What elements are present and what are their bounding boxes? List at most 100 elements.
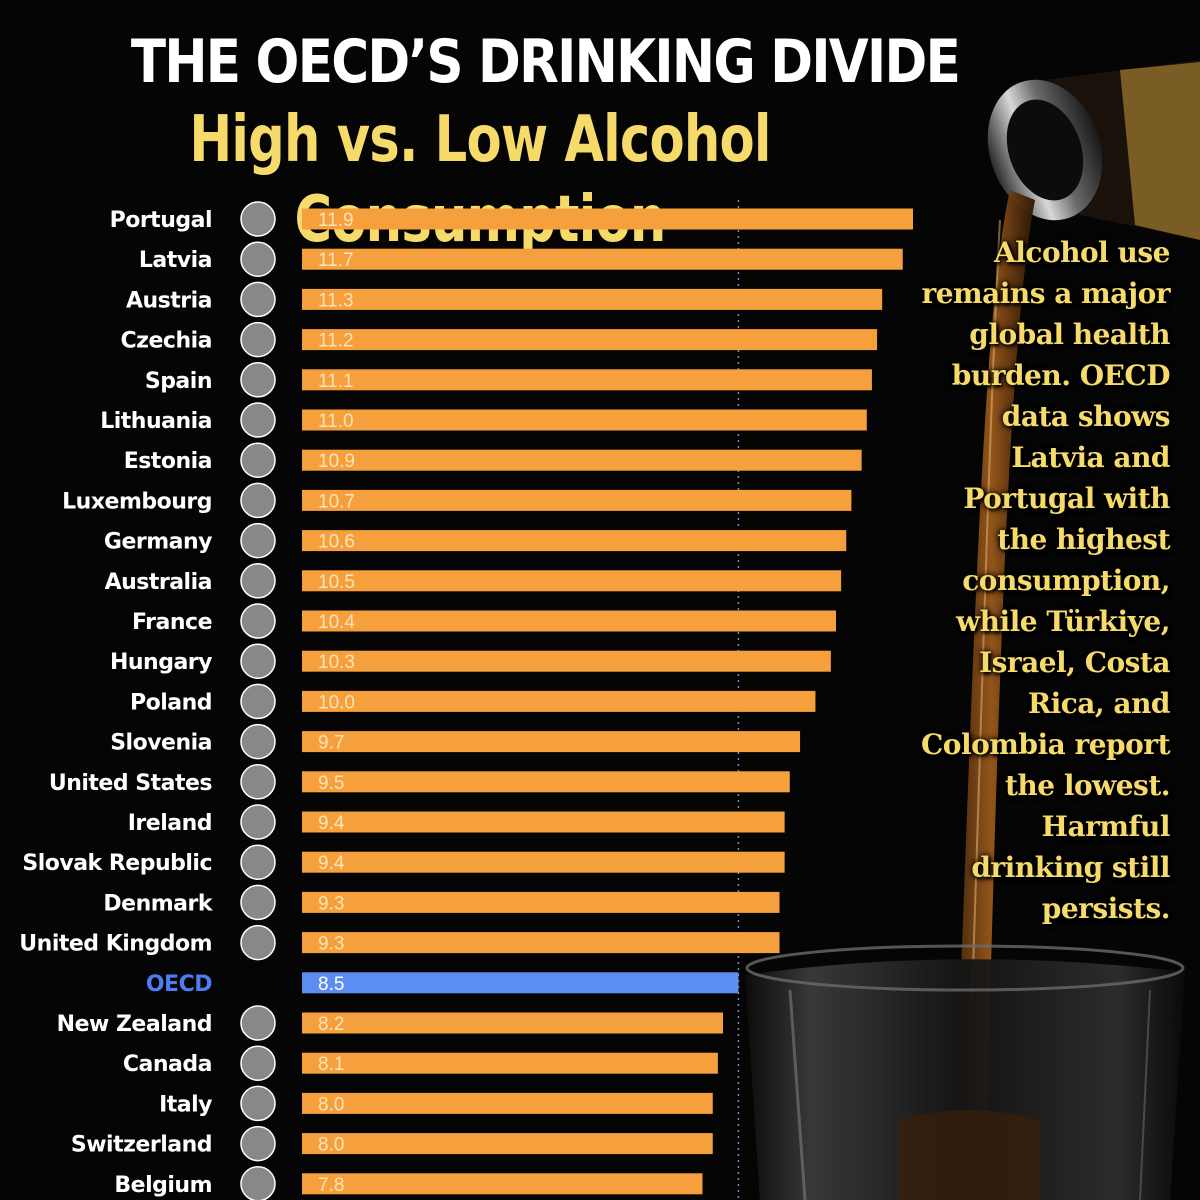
- bar-row-united-kingdom: United Kingdom 9.3: [19, 924, 780, 961]
- category-label: Lithuania: [100, 409, 212, 434]
- category-label: Italy: [159, 1092, 212, 1117]
- value-label: 11.9: [318, 210, 354, 231]
- category-label: Belgium: [114, 1173, 212, 1198]
- bar: [302, 530, 847, 552]
- italy-flag-icon: [240, 1085, 276, 1122]
- bar-row-portugal: Portugal 11.9: [110, 201, 913, 237]
- united-states-flag-icon: [240, 764, 276, 800]
- bar-row-czechia: Czechia 11.2: [121, 321, 878, 358]
- bar-row-italy: Italy 8.0: [159, 1085, 713, 1122]
- bar: [302, 1133, 713, 1155]
- spain-flag-icon: [240, 362, 276, 398]
- bar-row-canada: Canada 8.1: [123, 1045, 718, 1081]
- category-label: Canada: [123, 1052, 212, 1077]
- bar: [302, 610, 836, 632]
- value-label: 8.2: [318, 1014, 344, 1035]
- bar-row-france: France 10.4: [132, 603, 836, 639]
- category-label: Latvia: [139, 248, 212, 273]
- bar-row-switzerland: Switzerland 8.0: [71, 1125, 713, 1162]
- value-label: 10.5: [318, 572, 355, 593]
- latvia-flag-icon: [240, 241, 276, 277]
- value-label: 11.7: [318, 250, 354, 271]
- value-label: 11.0: [318, 411, 354, 432]
- value-label: 10.3: [318, 652, 355, 673]
- value-label: 9.7: [318, 733, 344, 754]
- value-label: 10.9: [318, 451, 355, 472]
- austria-flag-icon: [240, 281, 276, 318]
- category-label: Poland: [130, 690, 212, 715]
- bar-row-luxembourg: Luxembourg 10.7: [62, 482, 852, 519]
- value-label: 9.5: [318, 773, 344, 794]
- slovak-republic-flag-icon: [240, 844, 276, 880]
- value-label: 11.3: [318, 290, 354, 311]
- category-label: Hungary: [110, 650, 212, 675]
- bar-row-belgium: Belgium 7.8: [114, 1166, 703, 1200]
- category-label: New Zealand: [57, 1012, 212, 1037]
- germany-flag-icon: [240, 522, 276, 559]
- value-label: 10.0: [318, 692, 355, 713]
- value-label: 8.1: [318, 1054, 344, 1075]
- denmark-flag-icon: [240, 884, 276, 921]
- side-annotation: Alcohol use remains a major global healt…: [920, 236, 1171, 925]
- czechia-flag-icon: [240, 321, 276, 358]
- bar-row-australia: Australia 10.5: [105, 563, 842, 599]
- value-label: 9.3: [318, 934, 344, 955]
- bar: [302, 288, 883, 310]
- oecd-average-bar: [302, 972, 739, 994]
- category-label: Denmark: [103, 891, 213, 916]
- category-label: Australia: [105, 570, 212, 595]
- bar: [302, 771, 790, 793]
- lithuania-flag-icon: [240, 402, 276, 438]
- australia-flag-icon: [240, 563, 276, 599]
- canada-flag-icon: [240, 1045, 276, 1081]
- bar: [302, 731, 801, 753]
- bar-row-ireland: Ireland 9.4: [128, 804, 785, 840]
- category-label: Austria: [126, 288, 212, 313]
- united-kingdom-flag-icon: [240, 924, 276, 961]
- bar-row-estonia: Estonia 10.9: [124, 442, 862, 478]
- value-label: 8.5: [318, 974, 344, 995]
- value-label: 9.4: [318, 853, 345, 874]
- bar: [302, 932, 780, 954]
- category-label: Czechia: [121, 329, 212, 354]
- category-label: Slovak Republic: [22, 851, 212, 876]
- chart-title: THE OECD’S DRINKING DIVIDE: [130, 27, 961, 97]
- category-label: Spain: [145, 369, 212, 394]
- poland-flag-icon: [240, 683, 276, 720]
- bar-row-germany: Germany 10.6: [104, 522, 847, 559]
- bar-row-new-zealand: New Zealand 8.2: [57, 1005, 724, 1041]
- bar: [302, 369, 872, 391]
- hungary-flag-icon: [240, 643, 276, 679]
- value-label: 7.8: [318, 1175, 344, 1196]
- category-label: OECD: [146, 972, 212, 997]
- value-label: 10.6: [318, 532, 355, 553]
- bar: [302, 208, 913, 230]
- bar: [302, 570, 842, 592]
- bar-row-austria: Austria 11.3: [126, 281, 883, 318]
- bar-row-hungary: Hungary 10.3: [110, 643, 831, 679]
- switzerland-flag-icon: [240, 1125, 276, 1162]
- value-label: 10.4: [318, 612, 355, 633]
- bar: [302, 248, 903, 270]
- slovenia-flag-icon: [240, 723, 276, 760]
- bar: [302, 891, 780, 913]
- bar: [302, 329, 878, 351]
- bar-row-denmark: Denmark 9.3: [103, 884, 780, 921]
- bar: [302, 650, 831, 672]
- estonia-flag-icon: [240, 442, 276, 478]
- bar: [302, 1012, 724, 1034]
- category-label: Estonia: [124, 449, 212, 474]
- bar-row-spain: Spain 11.1: [145, 362, 872, 398]
- value-label: 8.0: [318, 1135, 344, 1156]
- new-zealand-flag-icon: [240, 1005, 276, 1041]
- belgium-flag-icon: [240, 1166, 276, 1200]
- bar-row-slovenia: Slovenia 9.7: [110, 723, 801, 760]
- category-label: France: [132, 610, 212, 635]
- value-label: 11.1: [318, 371, 354, 392]
- luxembourg-flag-icon: [240, 482, 276, 519]
- value-label: 9.3: [318, 893, 344, 914]
- bar: [302, 690, 816, 712]
- value-label: 8.0: [318, 1094, 344, 1115]
